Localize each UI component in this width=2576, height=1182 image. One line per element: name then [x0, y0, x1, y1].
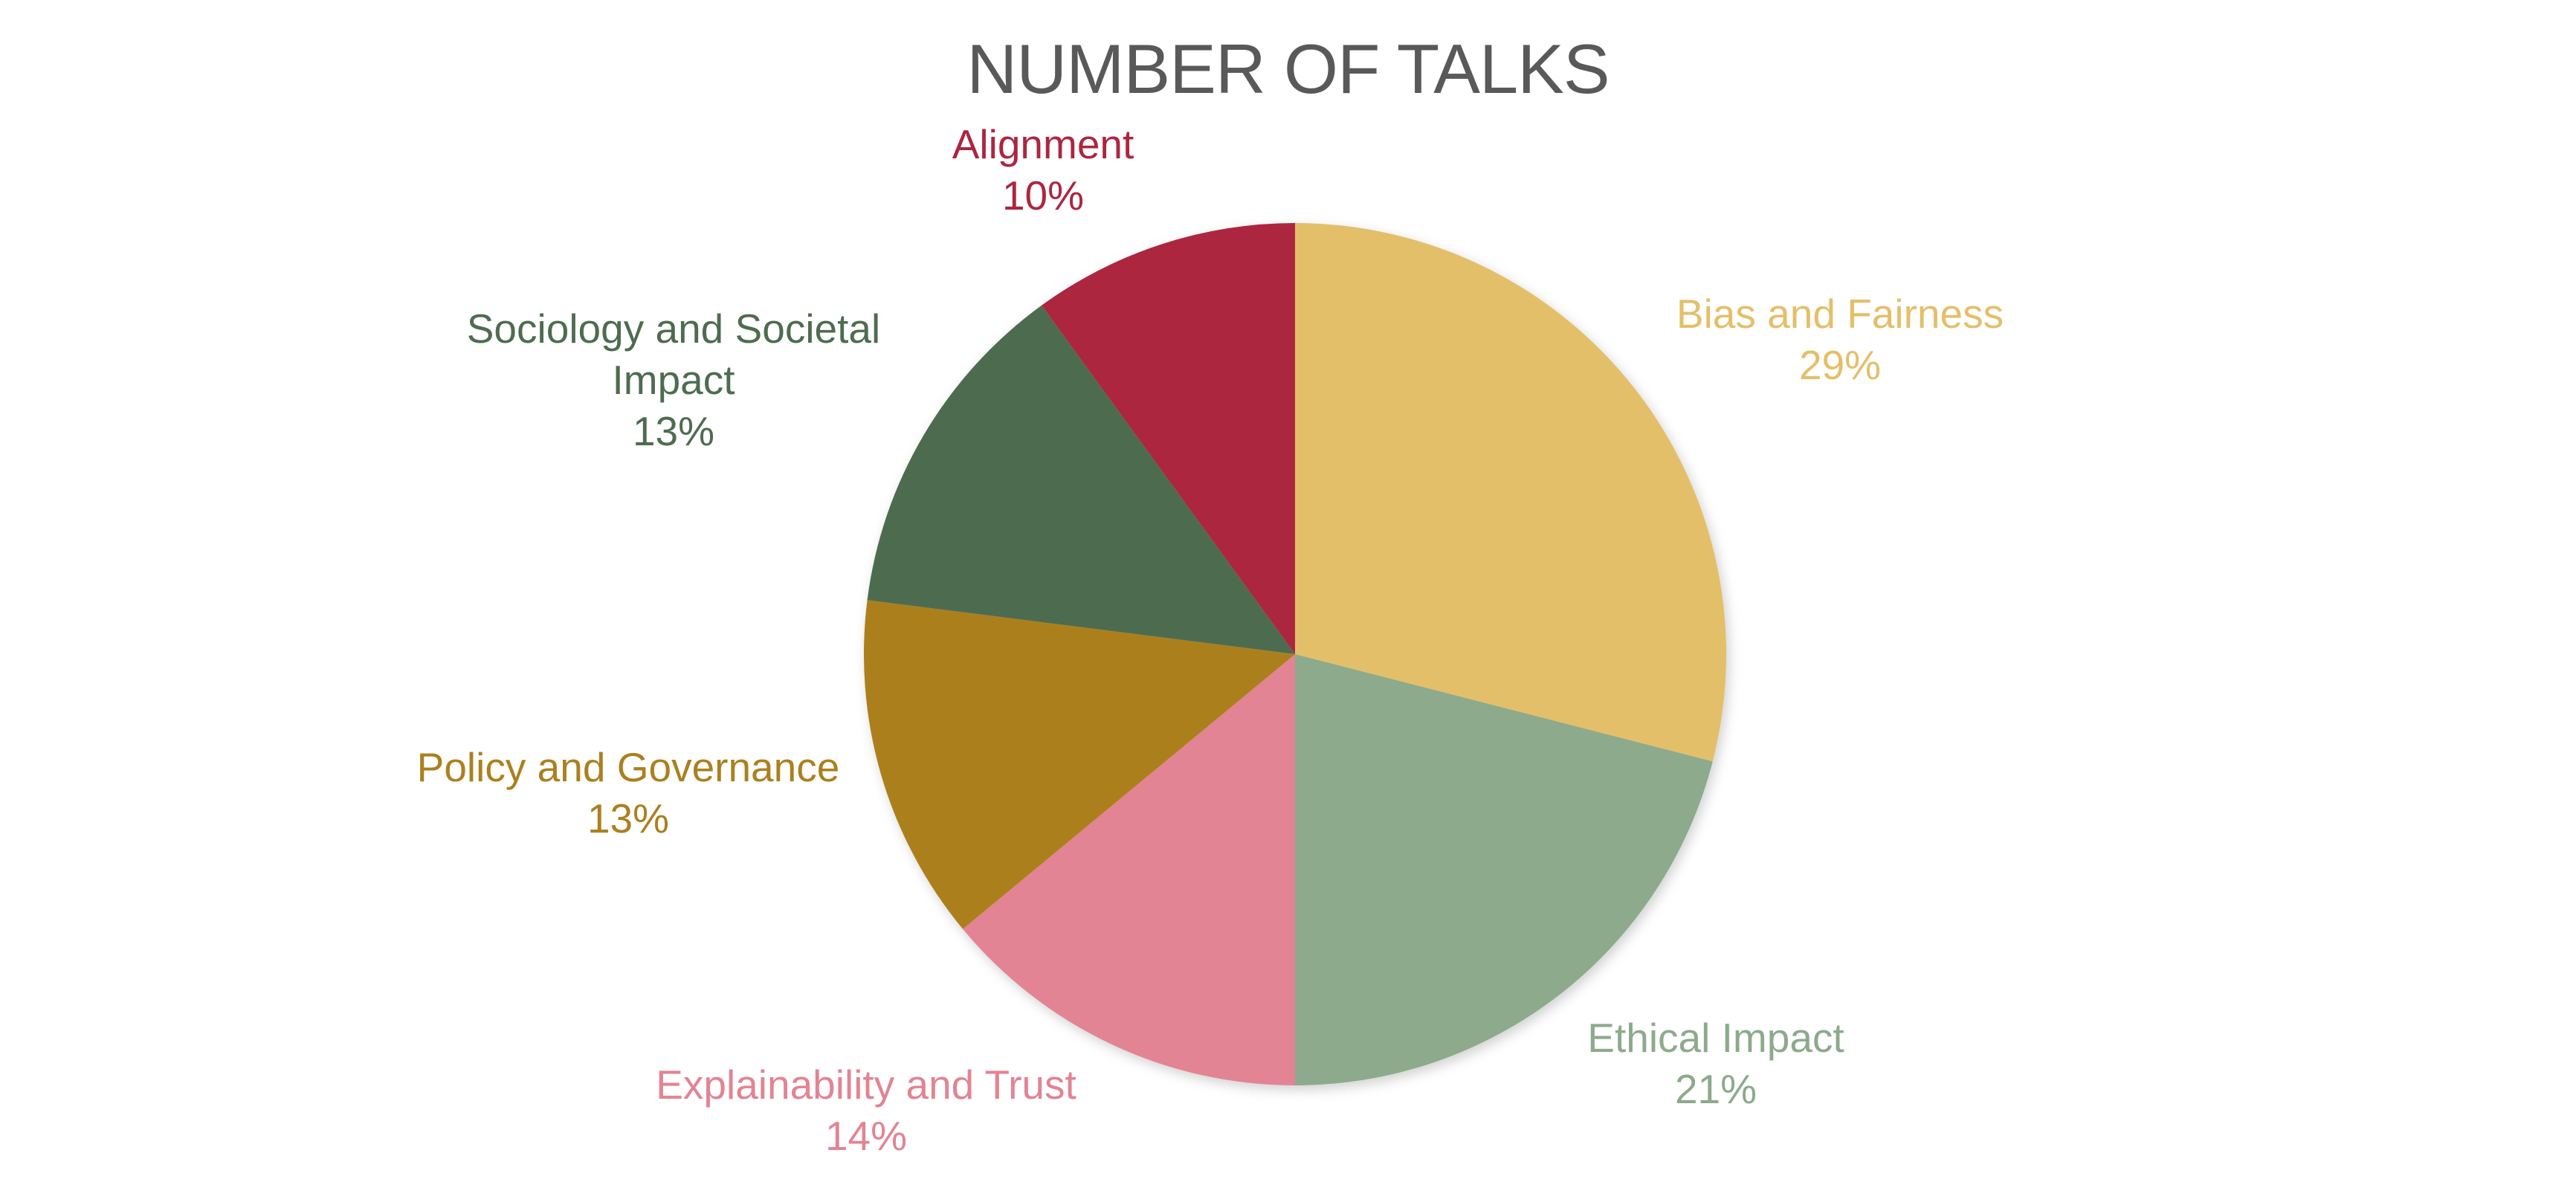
slice-label-percent: 21% [1674, 1066, 1757, 1112]
pie-slice-ethical-impact [1295, 654, 1713, 1085]
slice-label-name: Sociology and Societal Impact [466, 306, 881, 403]
pie-slice-explainability-and-trust [963, 654, 1295, 1085]
pie-slice-alignment [1042, 223, 1295, 654]
slice-label-name: Explainability and Trust [656, 1062, 1076, 1108]
pie-slice-bias-and-fairness [1295, 223, 1727, 762]
pie-slice-policy-and-governance [863, 600, 1295, 929]
slice-label-percent: 10% [1001, 172, 1085, 219]
slice-label-percent: 29% [1798, 342, 1882, 388]
slice-label-percent: 14% [824, 1113, 908, 1159]
pie-slices [863, 223, 1727, 1085]
pie-slice-sociology-and-societal-impact [867, 305, 1295, 654]
slice-label-percent: 13% [632, 408, 715, 454]
chart-title: NUMBER OF TALKS [966, 30, 1610, 108]
slice-label-name: Ethical Impact [1587, 1015, 1844, 1061]
slice-label-name: Bias and Fairness [1676, 291, 2004, 337]
slice-label-percent: 13% [587, 795, 670, 842]
slice-label-name: Alignment [952, 121, 1134, 167]
slice-label-name: Policy and Governance [416, 744, 840, 790]
